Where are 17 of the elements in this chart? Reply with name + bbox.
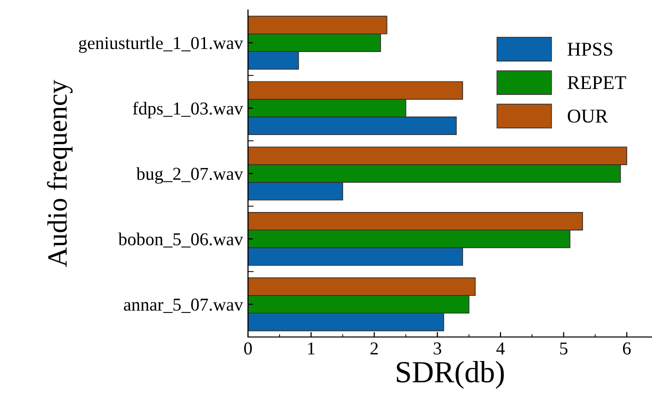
x-tick-label: 6	[623, 342, 631, 355]
x-tick-label: 0	[244, 342, 252, 355]
y-tick-label: fdps_1_03.wav	[132, 102, 244, 118]
x-axis-title: SDR(db)	[396, 361, 504, 389]
y-axis-title: Audio frequency	[47, 80, 73, 267]
legend-label: REPET	[568, 76, 626, 90]
x-tick-label: 5	[560, 342, 568, 355]
legend-label: HPSS	[568, 42, 612, 56]
x-tick-label: 2	[370, 342, 378, 354]
y-tick-label: bug_2_07.wav	[136, 167, 244, 184]
x-tick-label: 1	[308, 342, 315, 354]
legend-label: OUR	[568, 110, 608, 123]
x-tick-label: 3	[434, 342, 442, 355]
y-tick-label: bobon_5_06.wav	[118, 232, 244, 248]
y-tick-label: geniusturtle_1_01.wav	[78, 36, 244, 53]
x-tick-label: 4	[496, 342, 505, 354]
y-tick-label: annar_5_07.wav	[124, 298, 244, 313]
